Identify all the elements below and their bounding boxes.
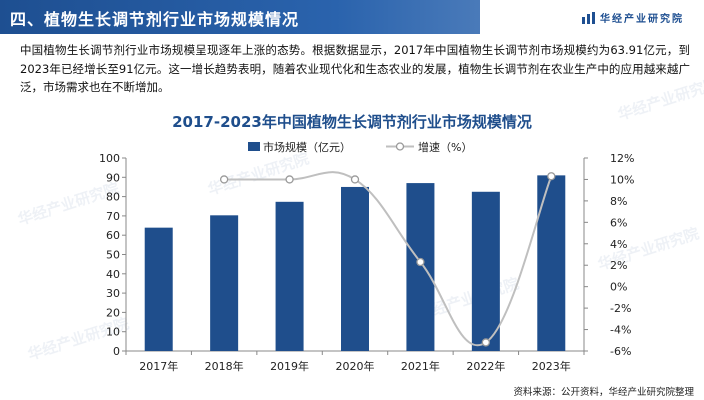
left-tick-label: 100 [99,152,120,165]
bar [406,183,435,351]
right-tick-label: 8% [610,195,627,208]
right-tick-label: 0% [610,281,627,294]
growth-point [285,175,294,184]
growth-point [481,338,491,347]
legend-bar-swatch [248,142,260,151]
bar [471,191,500,351]
watermark-text: 华经产业研究院 [616,74,704,124]
bar [341,186,369,351]
left-tick-label: 20 [106,306,120,319]
x-tick-label: 2021年 [401,359,440,373]
bar [144,227,173,351]
x-tick-label: 2020年 [336,359,375,373]
left-tick-label: 60 [106,229,120,242]
growth-point [416,257,425,267]
left-tick-label: 40 [106,268,120,281]
chart-title: 2017-2023年中国植物生长调节剂行业市场规模情况 [172,113,532,131]
left-tick-label: 50 [106,249,120,262]
x-tick-label: 2017年 [139,359,178,373]
left-tick-label: 0 [113,345,120,358]
page-title: 四、植物生长调节剂行业市场规模情况 [10,10,300,29]
source-note: 资料来源：公开资料，华经产业研究院整理 [513,387,694,398]
left-tick-label: 10 [106,326,120,339]
right-tick-label: -2% [610,302,631,315]
legend-line-marker [395,142,405,151]
growth-point [547,172,556,181]
right-tick-label: 4% [610,238,627,251]
legend-line-label: 增速（%） [418,140,472,154]
right-tick-label: 2% [610,259,627,272]
legend-bar-label: 市场规模（亿元） [263,140,351,154]
right-tick-label: 10% [610,173,634,186]
left-tick-label: 70 [106,210,120,223]
right-tick-label: -4% [610,324,631,337]
x-tick-label: 2019年 [270,359,309,373]
watermark-text: 华经产业研究院 [206,149,311,199]
growth-point [350,175,360,184]
growth-line [224,171,553,347]
left-tick-label: 90 [106,171,120,184]
x-tick-label: 2018年 [205,359,244,373]
x-tick-label: 2023年 [532,359,571,373]
intro-paragraph: 中国植物生长调节剂行业市场规模呈现逐年上涨的态势。根据数据显示，2017年中国植… [20,43,690,94]
brand-name: 华经产业研究院 [600,14,684,25]
right-tick-label: -6% [610,345,631,358]
bars-logo-icon [582,11,595,24]
header: 四、植物生长调节剂行业市场规模情况 华经产业研究院 [0,0,704,34]
bar [275,201,304,351]
right-tick-label: 6% [610,216,627,229]
left-tick-label: 30 [106,287,120,300]
bar [210,215,239,351]
x-tick-label: 2022年 [466,359,505,373]
growth-point [219,175,229,184]
header-bar: 四、植物生长调节剂行业市场规模情况 [0,0,480,34]
bar [537,175,566,351]
brand: 华经产业研究院 [582,10,684,25]
left-tick-label: 80 [106,191,120,204]
right-tick-label: 12% [610,152,634,165]
